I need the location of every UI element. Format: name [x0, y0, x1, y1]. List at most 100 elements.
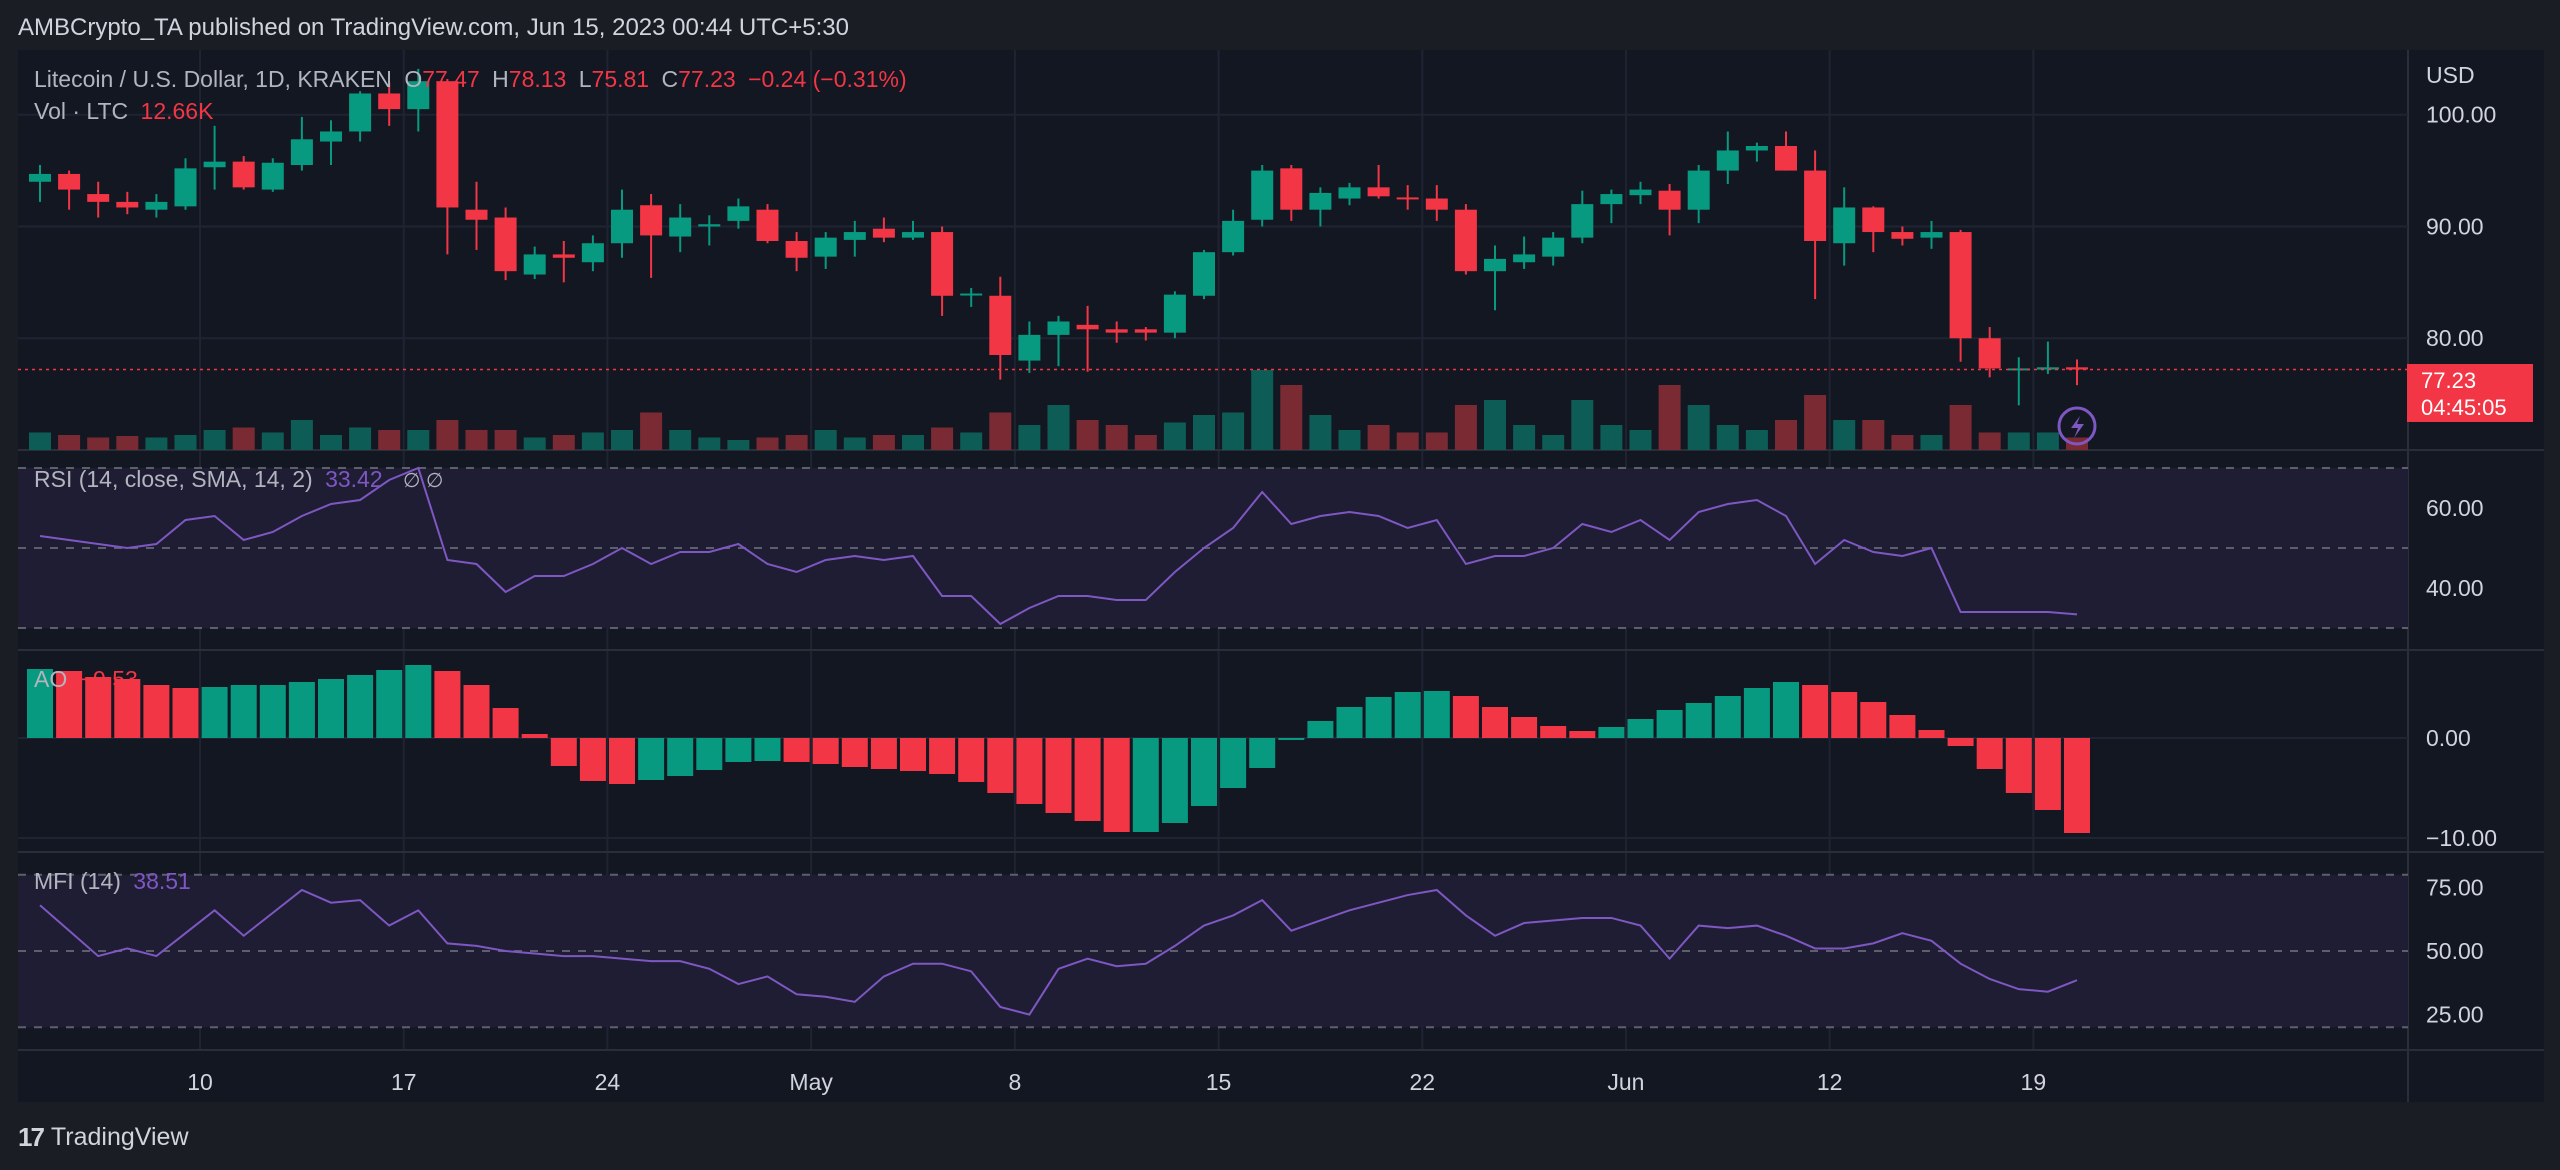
x-tick-label: Jun	[1607, 1069, 1644, 1095]
ao-bar	[376, 670, 403, 738]
candle-body	[1687, 170, 1710, 210]
volume-bar	[785, 435, 808, 450]
ao-bar	[638, 738, 665, 780]
chart-canvas[interactable]: 10 17 24 May 8 15 22 Jun 12 19 100.00 90.00 80.00 60.…	[18, 50, 2544, 1102]
candle-body	[1804, 170, 1827, 241]
candle-body	[669, 217, 692, 237]
ao-bar	[1220, 738, 1247, 788]
ao-bar	[987, 738, 1014, 793]
ao-bar	[2034, 738, 2061, 810]
candle-body	[1542, 237, 1565, 257]
candle-body	[29, 173, 51, 182]
candle-body	[1833, 207, 1856, 244]
x-tick-label: 8	[1008, 1069, 1021, 1095]
ao-bar	[1249, 738, 1276, 768]
symbol-title[interactable]: Litecoin / U.S. Dollar, 1D, KRAKEN	[34, 66, 392, 92]
candle-body	[1658, 190, 1681, 210]
volume-label: Vol · LTC	[34, 98, 129, 124]
ao-bar	[696, 738, 723, 770]
rsi-tick-label: 40.00	[2426, 575, 2484, 601]
candle-body	[378, 93, 401, 110]
candle-body	[349, 93, 372, 132]
volume-bar	[1251, 370, 1274, 450]
volume-bar	[1047, 405, 1070, 450]
volume-value: 12.66K	[140, 98, 214, 124]
candle-body	[1163, 294, 1186, 333]
volume-bar	[1571, 400, 1594, 450]
ao-bar	[1336, 707, 1363, 738]
ao-bar	[609, 738, 635, 784]
volume-bar	[261, 432, 284, 450]
volume-bar	[1280, 385, 1303, 450]
candle-body	[232, 161, 255, 188]
volume-bar	[960, 432, 983, 450]
price-tick-label: 100.00	[2426, 102, 2496, 128]
ao-bar	[870, 738, 897, 769]
rsi-legend[interactable]: RSI (14, close, SMA, 14, 2) 33.42 ∅ ∅	[34, 466, 449, 493]
candle-body	[87, 194, 110, 202]
ao-bar	[725, 738, 752, 762]
ao-bar	[405, 665, 432, 738]
volume-bar	[1367, 425, 1390, 450]
chart-area[interactable]: 10 17 24 May 8 15 22 Jun 12 19 100.00 90.00 80.00 60.…	[18, 50, 2544, 1102]
volume-bar	[349, 427, 372, 450]
candle-body	[465, 209, 488, 220]
ao-bar	[1802, 685, 1829, 738]
ao-bar	[172, 688, 199, 738]
volume-bar	[1163, 422, 1186, 450]
ao-bar	[27, 669, 53, 738]
candle-body	[1716, 150, 1739, 171]
x-tick-label: 15	[1206, 1069, 1232, 1095]
ao-bar	[230, 685, 257, 738]
ao-bar	[492, 708, 519, 738]
mfi-tick-label: 75.00	[2426, 874, 2484, 900]
volume-bar	[669, 430, 692, 450]
candle-body	[1949, 232, 1972, 339]
volume-bar	[611, 430, 633, 450]
visibility-icon[interactable]: ∅ ∅	[403, 470, 444, 492]
ao-bar	[841, 738, 868, 767]
ao-bar	[85, 677, 112, 738]
candle-body	[1862, 207, 1885, 233]
publisher-attribution: AMBCrypto_TA published on TradingView.co…	[18, 14, 849, 41]
candle-body	[1396, 197, 1419, 200]
volume-legend[interactable]: Vol · LTC 12.66K	[34, 98, 219, 125]
ao-bar	[1482, 707, 1508, 738]
ao-bar	[434, 671, 461, 738]
high-value: 78.13	[508, 66, 567, 92]
volume-bar	[1396, 432, 1419, 450]
volume-bar	[203, 430, 226, 450]
candle-body	[1367, 187, 1390, 197]
symbol-legend[interactable]: Litecoin / U.S. Dollar, 1D, KRAKEN O77.4…	[34, 66, 913, 93]
candle-body	[989, 295, 1012, 355]
rsi-value: 33.42	[325, 466, 383, 492]
mfi-legend[interactable]: MFI (14) 38.51	[34, 868, 197, 895]
ao-bar	[1860, 702, 1887, 738]
ao-bar	[1627, 719, 1654, 738]
candle-body	[581, 243, 604, 263]
volume-bar	[1920, 435, 1943, 450]
candle-body	[1775, 146, 1797, 171]
volume-bar	[29, 432, 51, 450]
ao-bar	[1569, 731, 1596, 738]
ao-bar	[1685, 703, 1712, 738]
ao-bar	[1394, 692, 1421, 738]
volume-bar	[756, 437, 779, 450]
low-value: 75.81	[591, 66, 650, 92]
volume-bar	[1193, 415, 1215, 450]
candle-body	[960, 293, 983, 296]
high-label: H	[492, 66, 509, 92]
ao-bar	[288, 682, 315, 738]
candle-body	[552, 254, 575, 258]
candle-body	[1629, 189, 1652, 196]
ao-legend[interactable]: AO −9.53	[34, 666, 144, 693]
mfi-line	[39, 888, 2078, 1016]
tradingview-logo[interactable]: 17 TradingView	[18, 1122, 189, 1153]
ao-bar	[1889, 715, 1916, 738]
price-tick-label: 80.00	[2426, 325, 2484, 351]
rsi-label: RSI (14, close, SMA, 14, 2)	[34, 466, 313, 492]
volume-bar	[1862, 420, 1885, 450]
volume-bar	[1833, 420, 1856, 450]
currency-label[interactable]: USD	[2426, 62, 2475, 88]
ao-bar	[1365, 697, 1392, 738]
